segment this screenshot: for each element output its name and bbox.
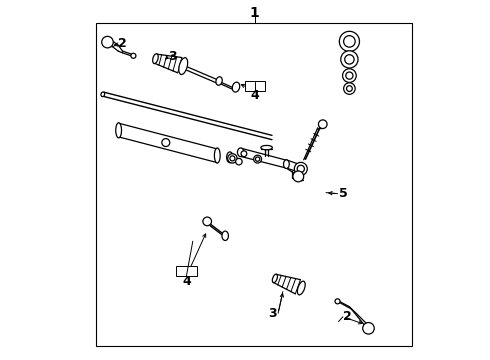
Circle shape [203,217,212,226]
Ellipse shape [222,231,228,240]
Circle shape [318,120,327,129]
Ellipse shape [297,281,305,295]
Ellipse shape [232,82,240,92]
Ellipse shape [238,148,244,157]
Text: 5: 5 [339,187,348,200]
Circle shape [297,165,304,172]
Circle shape [230,156,235,161]
Text: 1: 1 [250,6,260,19]
Ellipse shape [227,152,233,163]
Bar [96,23,413,346]
Ellipse shape [116,123,122,138]
Circle shape [294,162,307,175]
Circle shape [343,69,356,82]
Bar [176,266,197,276]
Text: 2: 2 [343,310,352,323]
Text: 3: 3 [269,307,277,320]
Circle shape [339,31,360,51]
Ellipse shape [284,160,289,168]
Ellipse shape [215,148,220,163]
Circle shape [228,154,237,163]
Ellipse shape [216,77,222,85]
Circle shape [335,299,340,304]
Ellipse shape [101,92,105,96]
Text: 4: 4 [182,275,191,288]
Circle shape [343,36,355,47]
Circle shape [255,157,260,161]
Ellipse shape [179,58,188,75]
Circle shape [343,83,355,94]
Circle shape [236,158,242,165]
Circle shape [102,36,113,48]
Circle shape [293,171,304,182]
Text: 4: 4 [250,89,259,102]
Circle shape [241,151,247,157]
Bar [245,81,265,91]
Ellipse shape [153,54,158,64]
Text: 2: 2 [118,37,127,50]
Ellipse shape [272,274,277,283]
Circle shape [162,139,170,147]
Ellipse shape [261,145,272,150]
Circle shape [254,155,262,163]
Circle shape [131,53,136,58]
Circle shape [345,55,354,64]
Circle shape [363,323,374,334]
Circle shape [341,51,358,68]
Circle shape [346,86,352,91]
Circle shape [346,72,353,79]
Text: 3: 3 [169,50,177,63]
